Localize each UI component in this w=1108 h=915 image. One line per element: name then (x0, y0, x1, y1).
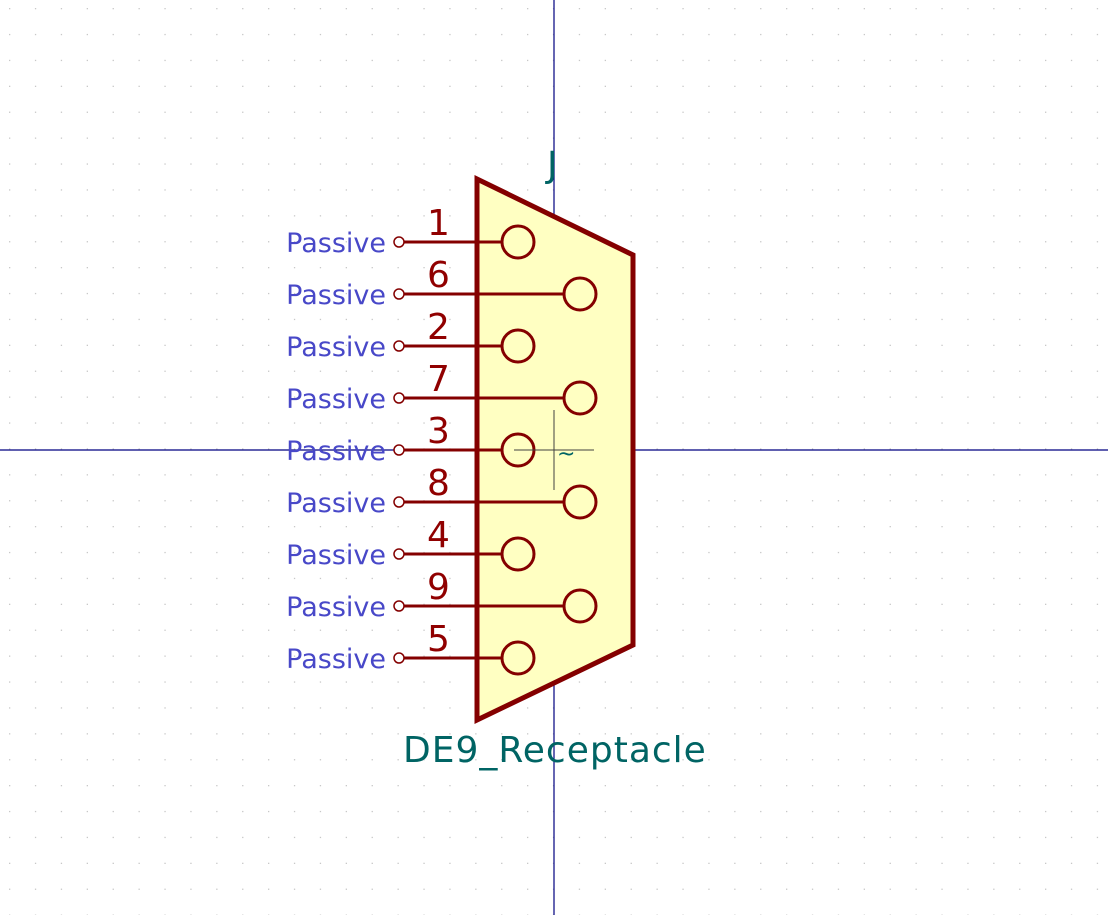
pin-number: 4 (427, 515, 450, 556)
anchor-mark: ~ (557, 442, 575, 467)
pin-endpoint[interactable] (393, 340, 405, 352)
pin-contact-circle (562, 380, 598, 416)
pin-6[interactable]: 6 Passive (286, 255, 598, 312)
pin-contact-circle (562, 484, 598, 520)
pin-electrical-type: Passive (286, 488, 386, 519)
pin-electrical-type: Passive (286, 384, 386, 415)
pin-electrical-type: Passive (286, 280, 386, 311)
pin-endpoint[interactable] (393, 548, 405, 560)
pin-number: 3 (427, 411, 450, 452)
pin-number: 9 (427, 567, 450, 608)
pin-endpoint[interactable] (393, 444, 405, 456)
pin-3[interactable]: 3 Passive (286, 411, 536, 468)
pin-group: 1 Passive 6 Passive 2 Passive 7 Passive 3 Passive… (286, 203, 598, 676)
pin-electrical-type: Passive (286, 332, 386, 363)
pin-number: 5 (427, 619, 450, 660)
reference-designator[interactable]: J (545, 145, 558, 186)
pin-number: 1 (427, 203, 450, 244)
pin-number: 6 (427, 255, 450, 296)
pin-contact-circle (562, 588, 598, 624)
symbol-value[interactable]: DE9_Receptacle (403, 730, 707, 771)
pin-endpoint[interactable] (393, 236, 405, 248)
pin-number: 8 (427, 463, 450, 504)
pin-5[interactable]: 5 Passive (286, 619, 536, 676)
pin-endpoint[interactable] (393, 600, 405, 612)
pin-contact-circle (500, 328, 536, 364)
pin-endpoint[interactable] (393, 496, 405, 508)
pin-electrical-type: Passive (286, 644, 386, 675)
pin-contact-circle (500, 640, 536, 676)
pin-electrical-type: Passive (286, 228, 386, 259)
pin-1[interactable]: 1 Passive (286, 203, 536, 260)
pin-electrical-type: Passive (286, 592, 386, 623)
pin-9[interactable]: 9 Passive (286, 567, 598, 624)
pin-endpoint[interactable] (393, 288, 405, 300)
pin-number: 2 (427, 307, 450, 348)
pin-2[interactable]: 2 Passive (286, 307, 536, 364)
pin-7[interactable]: 7 Passive (286, 359, 598, 416)
pin-8[interactable]: 8 Passive (286, 463, 598, 520)
pin-endpoint[interactable] (393, 652, 405, 664)
pin-endpoint[interactable] (393, 392, 405, 404)
pin-contact-circle (500, 224, 536, 260)
pin-number: 7 (427, 359, 450, 400)
grid-dots (9, 8, 1099, 915)
pin-4[interactable]: 4 Passive (286, 515, 536, 572)
pin-contact-circle (562, 276, 598, 312)
pin-electrical-type: Passive (286, 436, 386, 467)
pin-electrical-type: Passive (286, 540, 386, 571)
pin-contact-circle (500, 536, 536, 572)
